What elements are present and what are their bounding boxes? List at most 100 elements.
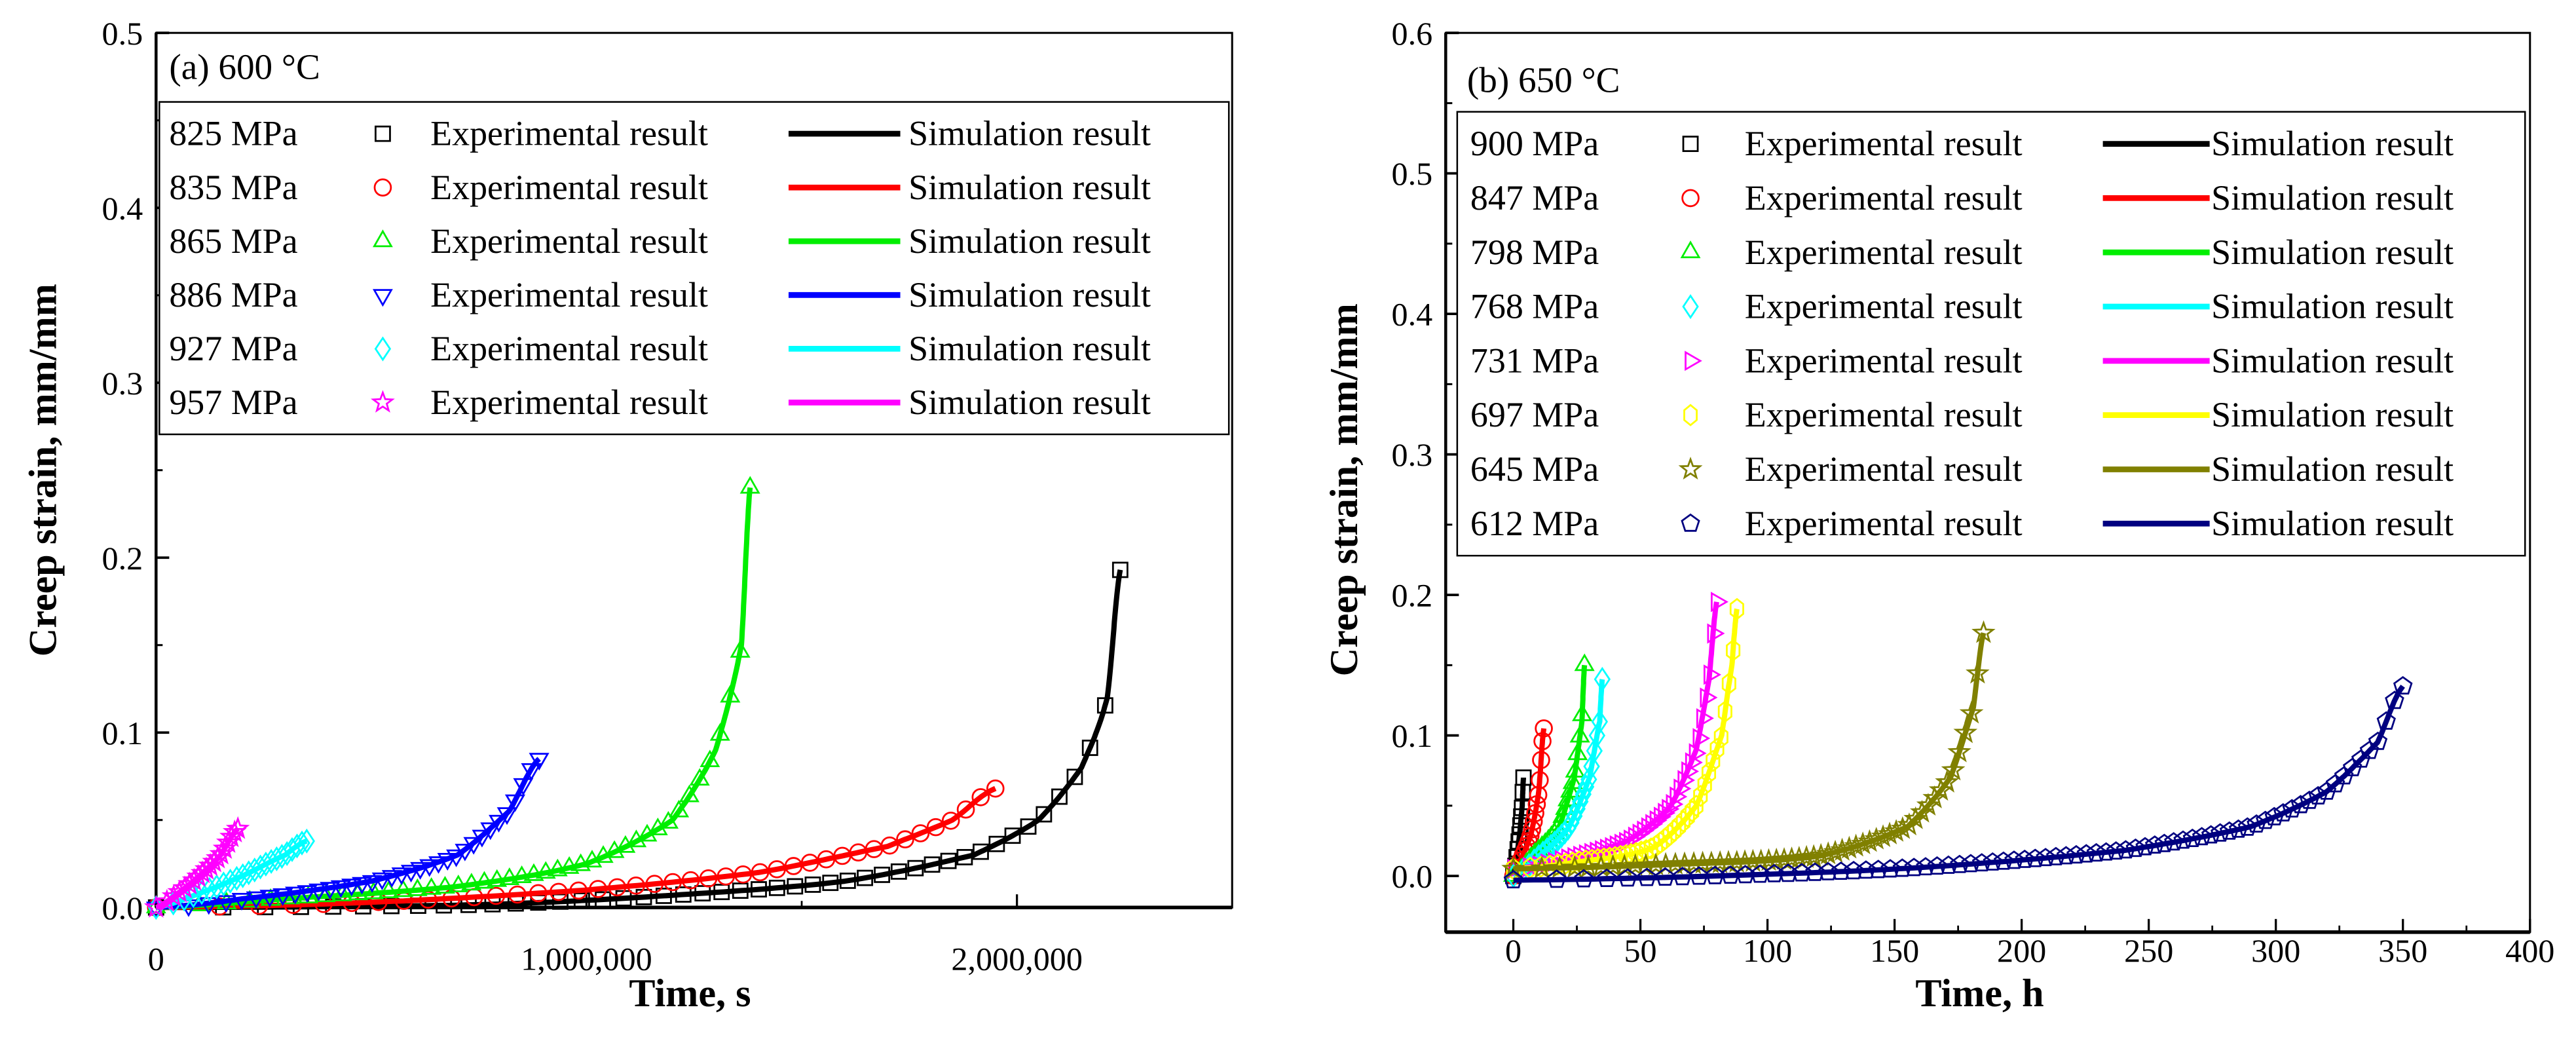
experimental-point <box>225 816 250 839</box>
legend-box <box>159 101 1230 436</box>
y-axis-title: Creep strain, mm/mm <box>21 284 65 656</box>
legend-experimental-label: Experimental result <box>430 168 708 207</box>
panel-a-600c: 0.0 0.1 0.2 0.3 0.4 0.5 0 1,000,000 2,000,000 Tim… <box>21 15 1233 1015</box>
simulation-line <box>156 569 1123 911</box>
square-marker-icon <box>375 125 391 142</box>
experimental-point <box>1569 796 1586 822</box>
experimental-point <box>2036 848 2055 867</box>
y-tick-label: 0.2 <box>102 540 143 576</box>
panel-b-650c: 0.0 0.1 0.2 0.3 0.4 0.5 0.6 0 50 100 150 200 250 300 3… <box>1322 15 2555 1015</box>
star-marker-icon <box>1678 457 1703 480</box>
legend-simulation-label: Simulation result <box>2211 124 2454 163</box>
experimental-point <box>896 830 914 849</box>
experimental-point <box>1950 854 1969 873</box>
experimental-point <box>1983 852 2002 871</box>
experimental-point <box>2393 675 2413 695</box>
experimental-point <box>2368 731 2388 750</box>
experimental-point <box>1550 853 1565 876</box>
legend-simulation-label: Simulation result <box>908 383 1151 422</box>
experimental-point <box>1844 861 1863 880</box>
legend-experimental-label: Experimental result <box>430 221 708 261</box>
x-tick-label: 2,000,000 <box>951 941 1083 977</box>
panel-title: (b) 650 °C <box>1467 60 1620 100</box>
legend-simulation-label: Simulation result <box>2211 287 2454 326</box>
legend-stress-label: 798 MPa <box>1470 233 1599 272</box>
experimental-point <box>1036 806 1053 823</box>
experimental-point <box>1529 856 1554 879</box>
legend-simulation-label: Simulation result <box>908 329 1151 368</box>
legend: 900 MPa Experimental result Simulation res… <box>1456 111 2526 557</box>
y-tick-label: 0.0 <box>102 890 143 926</box>
legend-entry: 835 MPa Experimental result Simulation res… <box>169 168 1151 207</box>
legend-experimental-label: Experimental result <box>1745 233 2023 272</box>
experimental-point <box>941 811 960 830</box>
experimental-point <box>1916 857 1935 876</box>
y-tick-label: 0.3 <box>1392 436 1433 473</box>
legend-stress-label: 886 MPa <box>169 275 297 314</box>
experimental-point <box>956 800 975 819</box>
legend-experimental-label: Experimental result <box>430 383 708 422</box>
legend-entry: 645 MPa Experimental result Simulation res… <box>1470 449 2454 489</box>
simulation-line <box>156 487 753 911</box>
y-tick-label: 0.1 <box>102 715 143 751</box>
simulation-line <box>1513 685 2405 883</box>
x-tick-label: 350 <box>2378 932 2427 969</box>
legend-experimental-label: Experimental result <box>1745 287 2023 326</box>
experimental-point <box>1791 863 1812 882</box>
triangle-right-marker-icon <box>1685 350 1702 371</box>
legend-stress-label: 847 MPa <box>1470 178 1599 217</box>
experimental-point <box>1566 803 1583 829</box>
experimental-point <box>988 835 1005 852</box>
legend-stress-label: 957 MPa <box>169 383 297 422</box>
series-835-mpa <box>147 779 1005 917</box>
experimental-point <box>1709 738 1725 761</box>
x-tick-label: 100 <box>1743 932 1792 969</box>
legend-simulation-label: Simulation result <box>2211 395 2454 434</box>
experimental-point <box>1693 785 1708 807</box>
x-axis-title: Time, s <box>629 972 751 1015</box>
legend-experimental-label: Experimental result <box>430 275 708 314</box>
experimental-point <box>1574 869 1594 888</box>
y-tick-label: 0.5 <box>102 15 143 52</box>
experimental-point <box>1546 869 1567 888</box>
x-axis-title: Time, h <box>1915 972 2044 1015</box>
legend-experimental-label: Experimental result <box>1745 178 2023 217</box>
legend-experimental-label: Experimental result <box>1745 124 2023 163</box>
experimental-point <box>1904 858 1924 877</box>
experimental-point <box>1701 761 1717 784</box>
experimental-point <box>2376 711 2396 730</box>
series-957-mpa <box>143 816 250 918</box>
legend-entry: 768 MPa Experimental result Simulation res… <box>1470 287 2454 326</box>
panel-title: (a) 600 °C <box>169 47 320 86</box>
legend-stress-label: 835 MPa <box>169 168 297 207</box>
legend-entry: 798 MPa Experimental result Simulation res… <box>1470 233 2454 272</box>
legend-simulation-label: Simulation result <box>908 275 1151 314</box>
legend: 825 MPa Experimental result Simulation res… <box>159 101 1230 436</box>
experimental-point <box>1673 867 1692 886</box>
legend-stress-label: 825 MPa <box>169 114 297 153</box>
legend-simulation-label: Simulation result <box>2211 449 2454 489</box>
series-645-mpa <box>1501 620 1996 879</box>
legend-experimental-label: Experimental result <box>1745 504 2023 543</box>
experimental-point <box>1637 867 1657 886</box>
experimental-point <box>1856 860 1876 879</box>
legend-entry: 927 MPa Experimental result Simulation res… <box>169 329 1151 368</box>
experimental-point <box>1939 855 1958 874</box>
y-axis-title: Creep strain, mm/mm <box>1322 303 1366 676</box>
series-layer <box>143 476 1129 920</box>
legend-stress-label: 697 MPa <box>1470 395 1599 434</box>
legend-entry: 731 MPa Experimental result Simulation res… <box>1470 341 2454 380</box>
legend-stress-label: 865 MPa <box>169 221 297 261</box>
experimental-point <box>1051 788 1068 805</box>
experimental-point <box>1805 862 1825 881</box>
experimental-point <box>2096 842 2116 861</box>
experimental-point <box>1689 795 1704 817</box>
x-tick-label: 0 <box>148 941 164 977</box>
legend-entry: 825 MPa Experimental result Simulation res… <box>169 114 1151 153</box>
simulation-line <box>1513 607 1740 872</box>
y-tick-label: 0.3 <box>102 365 143 402</box>
experimental-point <box>1880 859 1900 878</box>
experimental-point <box>1655 867 1675 886</box>
series-886-mpa <box>145 753 550 920</box>
diamond-marker-icon <box>374 336 392 362</box>
